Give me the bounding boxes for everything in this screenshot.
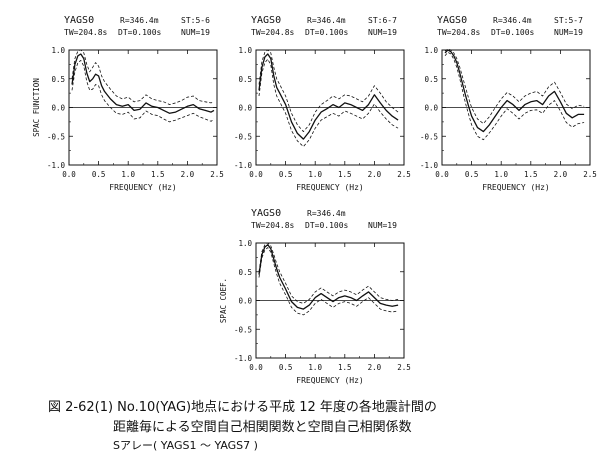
- panel-station-label: YAGS0: [64, 15, 94, 26]
- x-tick-label: 0.5: [279, 170, 293, 179]
- series-line-lower: [258, 247, 399, 316]
- y-tick-label: 0.5: [238, 268, 252, 277]
- y-tick-label: -1.0: [47, 161, 66, 170]
- y-tick-label: -1.0: [420, 161, 439, 170]
- spac-panel-3: YAGS0 R=346.4m ST:5-7 TW=204.8s DT=0.100s NUM…: [420, 15, 597, 192]
- x-tick-label: 1.0: [494, 170, 508, 179]
- x-tick-label: 0.0: [249, 363, 263, 372]
- y-tick-label: 0.0: [51, 104, 65, 113]
- y-tick-label: 0.5: [51, 75, 65, 84]
- panel-station-label: YAGS0: [437, 15, 467, 26]
- panel-distance-label: R=346.4m: [493, 16, 532, 25]
- spac-panel-2: YAGS0 R=346.4m ST:6-7 TW=204.8s DT=0.100s NUM…: [234, 15, 411, 192]
- series-line-upper: [258, 242, 399, 304]
- panel-stations-label: ST:6-7: [368, 16, 397, 25]
- panel-distance-label: R=346.4m: [120, 16, 159, 25]
- panel-station-label: YAGS0: [251, 15, 281, 26]
- x-tick-label: 1.0: [121, 170, 135, 179]
- x-tick-label: 2.0: [181, 170, 195, 179]
- figure-caption-line2: 距離毎による空間自己相関関数と空間自己相関係数: [113, 420, 412, 435]
- x-axis-label: FREQUENCY (Hz): [296, 183, 363, 192]
- x-axis-label: FREQUENCY (Hz): [296, 376, 363, 385]
- y-tick-label: 0.5: [238, 75, 252, 84]
- series-line-mean: [71, 53, 215, 114]
- y-tick-label: -0.5: [234, 325, 252, 334]
- panel-window-label: TW=204.8s: [437, 28, 481, 37]
- series-line-upper: [71, 49, 215, 105]
- figure-caption-line3: Sアレー( YAGS1 ～ YAGS7 ): [113, 439, 258, 452]
- panel-distance-label: R=346.4m: [307, 209, 346, 218]
- x-axis-label: FREQUENCY (Hz): [109, 183, 176, 192]
- y-tick-label: 0.0: [238, 104, 252, 113]
- y-tick-label: 1.0: [238, 239, 252, 248]
- spac-panel-4: YAGS0 R=346.4m TW=204.8s DT=0.100s NUM=19 1.0…: [219, 208, 411, 385]
- y-tick-label: -1.0: [234, 354, 253, 363]
- series-line-lower: [444, 51, 585, 141]
- y-tick-label: -0.5: [234, 132, 252, 141]
- x-tick-label: 2.0: [554, 170, 568, 179]
- figure-caption-line1: 図 2-62(1) No.10(YAG)地点における平成 12 年度の各地震計間…: [48, 400, 437, 415]
- series-line-mean: [444, 49, 585, 133]
- x-tick-label: 2.5: [397, 363, 411, 372]
- series-line-upper: [444, 48, 585, 124]
- x-tick-label: 2.5: [210, 170, 224, 179]
- panel-dt-label: DT=0.100s: [305, 28, 349, 37]
- series-line-lower: [258, 58, 399, 148]
- y-tick-label: 0.5: [424, 75, 438, 84]
- panel-num-label: NUM=19: [554, 28, 583, 37]
- panel-distance-label: R=346.4m: [307, 16, 346, 25]
- spac-panel-1: YAGS0 R=346.4m ST:5-6 TW=204.8s DT=0.100s NUM…: [32, 15, 224, 192]
- series-line-mean: [258, 244, 399, 310]
- panel-num-label: NUM=19: [368, 221, 397, 230]
- series-line-lower: [71, 60, 215, 123]
- x-tick-label: 0.0: [62, 170, 76, 179]
- x-axis-label: FREQUENCY (Hz): [482, 183, 549, 192]
- panel-window-label: TW=204.8s: [251, 221, 295, 230]
- panel-dt-label: DT=0.100s: [491, 28, 535, 37]
- x-tick-label: 1.5: [338, 363, 352, 372]
- y-axis-label: SPAC FUNCTION: [32, 78, 41, 137]
- x-tick-label: 0.0: [249, 170, 263, 179]
- y-tick-label: -0.5: [420, 132, 438, 141]
- panel-dt-label: DT=0.100s: [305, 221, 349, 230]
- panel-stations-label: ST:5-6: [181, 16, 210, 25]
- x-tick-label: 1.5: [524, 170, 538, 179]
- x-tick-label: 2.5: [397, 170, 411, 179]
- x-tick-label: 2.0: [368, 363, 382, 372]
- y-axis-label: SPAC COEF.: [219, 278, 228, 323]
- y-tick-label: 1.0: [424, 46, 438, 55]
- x-tick-label: 0.5: [465, 170, 479, 179]
- panel-num-label: NUM=19: [368, 28, 397, 37]
- panel-dt-label: DT=0.100s: [118, 28, 162, 37]
- y-tick-label: -1.0: [234, 161, 253, 170]
- x-tick-label: 0.5: [279, 363, 293, 372]
- x-tick-label: 0.5: [92, 170, 106, 179]
- panel-station-label: YAGS0: [251, 208, 281, 219]
- x-tick-label: 1.0: [308, 363, 322, 372]
- panel-stations-label: ST:5-7: [554, 16, 583, 25]
- y-tick-label: 1.0: [238, 46, 252, 55]
- x-tick-label: 0.0: [435, 170, 449, 179]
- x-tick-label: 2.5: [583, 170, 597, 179]
- x-tick-label: 2.0: [368, 170, 382, 179]
- series-line-mean: [258, 53, 399, 140]
- y-tick-label: 1.0: [51, 46, 65, 55]
- x-tick-label: 1.5: [151, 170, 165, 179]
- y-tick-label: 0.0: [424, 104, 438, 113]
- x-tick-label: 1.0: [308, 170, 322, 179]
- panel-num-label: NUM=19: [181, 28, 210, 37]
- y-tick-label: 0.0: [238, 297, 252, 306]
- x-tick-label: 1.5: [338, 170, 352, 179]
- panel-window-label: TW=204.8s: [64, 28, 108, 37]
- y-tick-label: -0.5: [47, 132, 65, 141]
- series-line-upper: [258, 49, 399, 133]
- panel-window-label: TW=204.8s: [251, 28, 295, 37]
